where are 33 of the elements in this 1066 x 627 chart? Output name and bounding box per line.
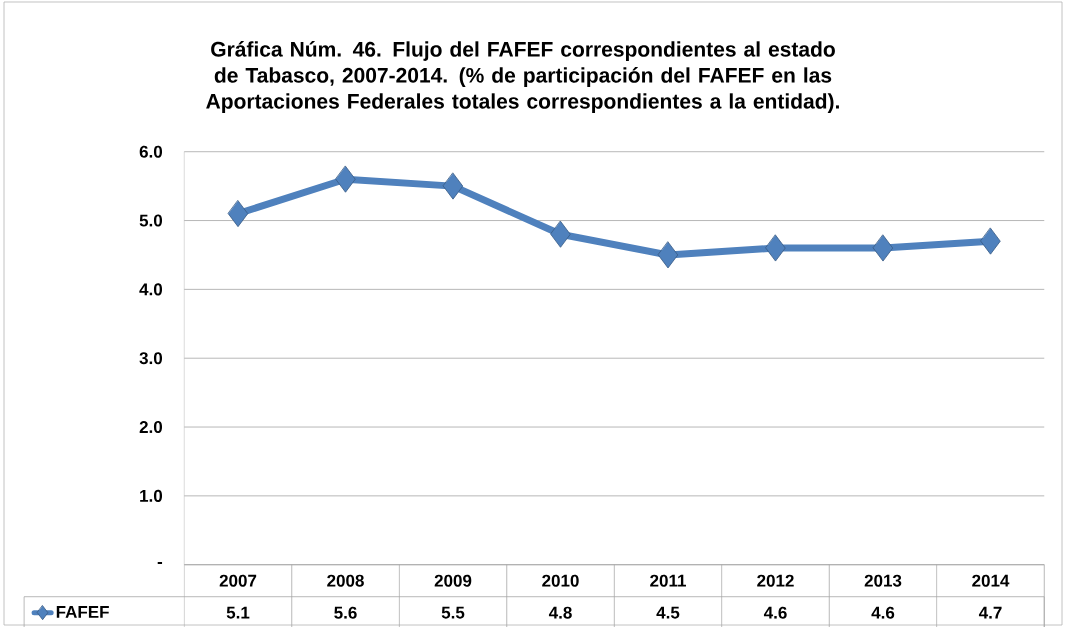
point <box>980 227 1001 255</box>
data-label: 4.6 <box>763 606 787 619</box>
x-tick-label: 2013 <box>864 574 902 587</box>
x-tick-label: 2010 <box>542 574 579 587</box>
point <box>442 172 464 200</box>
point <box>765 234 786 262</box>
legend-label: FAFEF <box>56 606 109 618</box>
y-tick-label: 5.0 <box>139 214 163 227</box>
y-tick-label: 6.0 <box>139 145 163 158</box>
x-tick-label: 2008 <box>327 574 364 587</box>
data-label: 5.5 <box>441 606 465 619</box>
data-label: 4.7 <box>978 606 1002 619</box>
data-label: 4.8 <box>548 606 572 619</box>
x-tick-label: 2012 <box>757 574 794 587</box>
point <box>550 220 571 248</box>
x-tick-label: 2007 <box>219 574 257 587</box>
point <box>335 165 356 193</box>
point <box>872 234 894 262</box>
data-label: 5.1 <box>226 606 250 619</box>
data-label: 4.6 <box>871 606 895 619</box>
y-tick-label: - <box>157 561 163 565</box>
x-tick-label: 2009 <box>434 574 472 587</box>
y-tick-label: 3.0 <box>139 352 163 365</box>
data-label: 4.5 <box>656 606 680 619</box>
data-label: 5.6 <box>334 606 357 619</box>
y-tick-label: 2.0 <box>139 421 163 434</box>
x-tick-label: 2011 <box>650 574 686 587</box>
point <box>227 200 249 228</box>
point <box>657 241 679 269</box>
y-tick-label: 4.0 <box>139 283 163 296</box>
chart-title: Gráfica Núm. 46. Flujo del FAFEF correspondientes al estado de Tabasco, 2007-2014. (% de participación del FAFEF en las Aportaciones Federales totales correspondientes a la entidad). <box>206 41 839 113</box>
y-tick-label: 1.0 <box>140 489 163 502</box>
x-tick-label: 2014 <box>972 574 1010 587</box>
